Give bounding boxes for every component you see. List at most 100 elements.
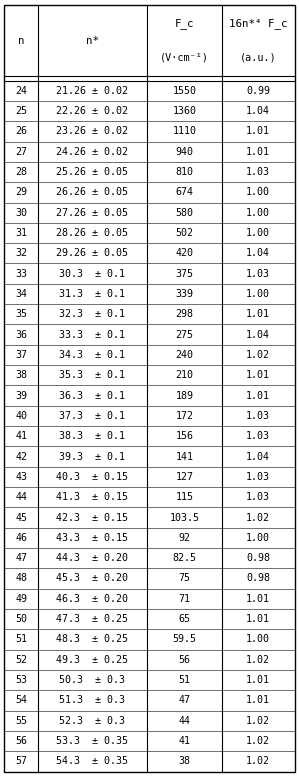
Text: 298: 298	[175, 309, 193, 319]
Text: 1.02: 1.02	[246, 736, 270, 746]
Text: 1.01: 1.01	[246, 371, 270, 380]
Text: 55: 55	[15, 716, 27, 726]
Text: 59.5: 59.5	[172, 635, 196, 644]
Text: 43: 43	[15, 472, 27, 482]
Text: 34.3  ± 0.1: 34.3 ± 0.1	[59, 350, 125, 360]
Text: 16n*⁴ F_c: 16n*⁴ F_c	[229, 18, 288, 29]
Text: 1.04: 1.04	[246, 451, 270, 462]
Text: 420: 420	[175, 249, 193, 258]
Text: 375: 375	[175, 269, 193, 279]
Text: 43.3  ± 0.15: 43.3 ± 0.15	[56, 533, 128, 543]
Text: 1.03: 1.03	[246, 167, 270, 177]
Text: 36.3  ± 0.1: 36.3 ± 0.1	[59, 391, 125, 401]
Text: 31: 31	[15, 228, 27, 238]
Text: 53.3  ± 0.35: 53.3 ± 0.35	[56, 736, 128, 746]
Text: 1.01: 1.01	[246, 391, 270, 401]
Text: 29.26 ± 0.05: 29.26 ± 0.05	[56, 249, 128, 258]
Text: 1.02: 1.02	[246, 716, 270, 726]
Text: 1360: 1360	[172, 106, 196, 116]
Text: 47.3  ± 0.25: 47.3 ± 0.25	[56, 614, 128, 624]
Text: 1.02: 1.02	[246, 350, 270, 360]
Text: 674: 674	[175, 187, 193, 197]
Text: 56: 56	[15, 736, 27, 746]
Text: 27.26 ± 0.05: 27.26 ± 0.05	[56, 207, 128, 218]
Text: 40: 40	[15, 411, 27, 421]
Text: 47: 47	[178, 695, 190, 706]
Text: 127: 127	[175, 472, 193, 482]
Text: 1.02: 1.02	[246, 513, 270, 522]
Text: 1.02: 1.02	[246, 655, 270, 665]
Text: 44: 44	[15, 492, 27, 502]
Text: 53: 53	[15, 675, 27, 685]
Text: 1.01: 1.01	[246, 675, 270, 685]
Text: 1110: 1110	[172, 127, 196, 137]
Text: 44: 44	[178, 716, 190, 726]
Text: 1.01: 1.01	[246, 147, 270, 157]
Text: 92: 92	[178, 533, 190, 543]
Text: 50.3  ± 0.3: 50.3 ± 0.3	[59, 675, 125, 685]
Text: 1.01: 1.01	[246, 695, 270, 706]
Text: 1.01: 1.01	[246, 594, 270, 604]
Text: 39: 39	[15, 391, 27, 401]
Text: 51: 51	[15, 635, 27, 644]
Text: 940: 940	[175, 147, 193, 157]
Text: 49: 49	[15, 594, 27, 604]
Text: 49.3  ± 0.25: 49.3 ± 0.25	[56, 655, 128, 665]
Text: 580: 580	[175, 207, 193, 218]
Text: 1.03: 1.03	[246, 269, 270, 279]
Text: 51: 51	[178, 675, 190, 685]
Text: 56: 56	[178, 655, 190, 665]
Text: 25.26 ± 0.05: 25.26 ± 0.05	[56, 167, 128, 177]
Text: 240: 240	[175, 350, 193, 360]
Text: 38: 38	[15, 371, 27, 380]
Text: 45.3  ± 0.20: 45.3 ± 0.20	[56, 573, 128, 584]
Text: 31.3  ± 0.1: 31.3 ± 0.1	[59, 289, 125, 299]
Text: 810: 810	[175, 167, 193, 177]
Text: 54: 54	[15, 695, 27, 706]
Text: 52: 52	[15, 655, 27, 665]
Text: 39.3  ± 0.1: 39.3 ± 0.1	[59, 451, 125, 462]
Text: 141: 141	[175, 451, 193, 462]
Text: 502: 502	[175, 228, 193, 238]
Text: 71: 71	[178, 594, 190, 604]
Text: 30: 30	[15, 207, 27, 218]
Text: 42.3  ± 0.15: 42.3 ± 0.15	[56, 513, 128, 522]
Text: 57: 57	[15, 756, 27, 766]
Text: 1.00: 1.00	[246, 635, 270, 644]
Text: n*: n*	[86, 36, 99, 46]
Text: 1.03: 1.03	[246, 472, 270, 482]
Text: 210: 210	[175, 371, 193, 380]
Text: 45: 45	[15, 513, 27, 522]
Text: 1.04: 1.04	[246, 106, 270, 116]
Text: 1550: 1550	[172, 85, 196, 96]
Text: 275: 275	[175, 329, 193, 340]
Text: 33.3  ± 0.1: 33.3 ± 0.1	[59, 329, 125, 340]
Text: 30.3  ± 0.1: 30.3 ± 0.1	[59, 269, 125, 279]
Text: 48.3  ± 0.25: 48.3 ± 0.25	[56, 635, 128, 644]
Text: 24: 24	[15, 85, 27, 96]
Text: 44.3  ± 0.20: 44.3 ± 0.20	[56, 553, 128, 563]
Text: 47: 47	[15, 553, 27, 563]
Text: 28: 28	[15, 167, 27, 177]
Text: 1.03: 1.03	[246, 431, 270, 441]
Text: 1.01: 1.01	[246, 127, 270, 137]
Text: 1.00: 1.00	[246, 289, 270, 299]
Text: 0.98: 0.98	[246, 573, 270, 584]
Text: 25: 25	[15, 106, 27, 116]
Text: 41: 41	[178, 736, 190, 746]
Text: 0.99: 0.99	[246, 85, 270, 96]
Text: n: n	[18, 36, 25, 46]
Text: F_c: F_c	[175, 18, 194, 29]
Text: 23.26 ± 0.02: 23.26 ± 0.02	[56, 127, 128, 137]
Text: 54.3  ± 0.35: 54.3 ± 0.35	[56, 756, 128, 766]
Text: 1.00: 1.00	[246, 228, 270, 238]
Text: 82.5: 82.5	[172, 553, 196, 563]
Text: 35.3  ± 0.1: 35.3 ± 0.1	[59, 371, 125, 380]
Text: 1.00: 1.00	[246, 207, 270, 218]
Text: 32: 32	[15, 249, 27, 258]
Text: 172: 172	[175, 411, 193, 421]
Text: 26.26 ± 0.05: 26.26 ± 0.05	[56, 187, 128, 197]
Text: 48: 48	[15, 573, 27, 584]
Text: 115: 115	[175, 492, 193, 502]
Text: 22.26 ± 0.02: 22.26 ± 0.02	[56, 106, 128, 116]
